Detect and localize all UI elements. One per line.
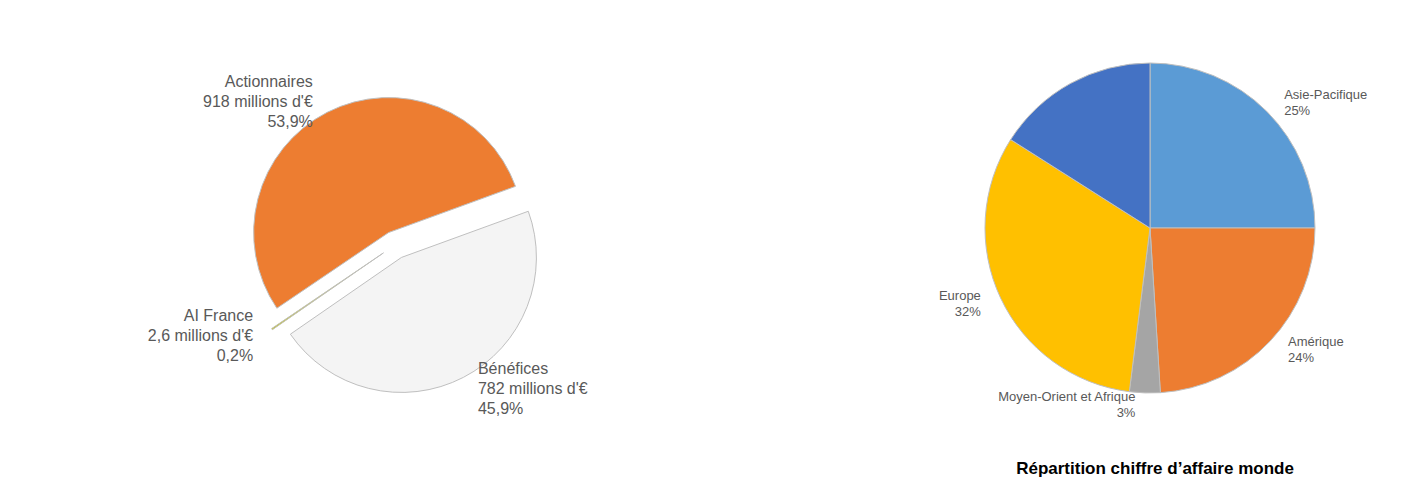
svg-text:45,9%: 45,9% [478, 400, 523, 417]
svg-text:Actionnaires: Actionnaires [225, 73, 313, 90]
svg-text:Moyen-Orient et Afrique: Moyen-Orient et Afrique [998, 389, 1135, 404]
svg-text:Amérique: Amérique [1288, 334, 1344, 349]
svg-text:24%: 24% [1288, 350, 1314, 365]
svg-text:Asie-Pacifique: Asie-Pacifique [1284, 87, 1367, 102]
svg-text:AI France: AI France [184, 307, 253, 324]
svg-text:Répartition chiffre d’affaire: Répartition chiffre d’affaire monde [1016, 459, 1294, 478]
svg-text:53,9%: 53,9% [267, 113, 312, 130]
svg-text:Bénéfices: Bénéfices [478, 360, 548, 377]
svg-text:918 millions d'€: 918 millions d'€ [203, 93, 313, 110]
svg-text:3%: 3% [1117, 405, 1136, 420]
svg-text:0,2%: 0,2% [217, 347, 253, 364]
svg-text:782 millions d'€: 782 millions d'€ [478, 380, 588, 397]
svg-text:32%: 32% [955, 304, 981, 319]
svg-text:2,6 millions d'€: 2,6 millions d'€ [148, 327, 253, 344]
svg-text:Europe: Europe [939, 288, 981, 303]
svg-text:25%: 25% [1284, 103, 1310, 118]
